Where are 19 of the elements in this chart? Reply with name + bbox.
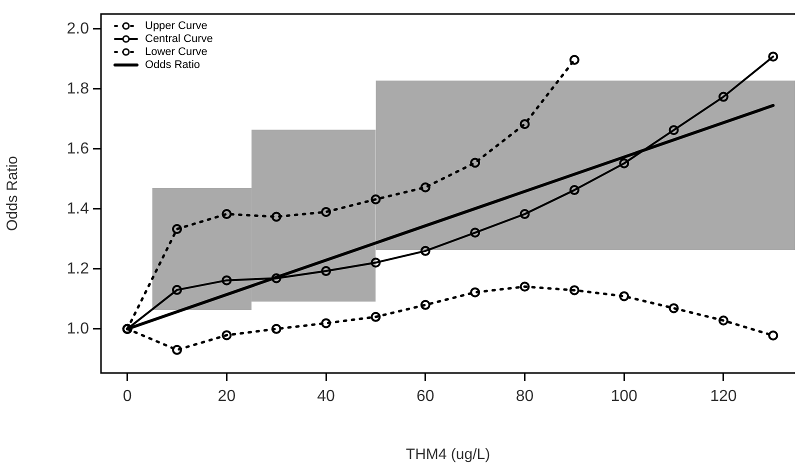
y-tick-label: 2.0	[66, 20, 90, 38]
x-tick-label: 60	[416, 388, 434, 406]
x-tick-label: 100	[610, 388, 638, 406]
legend-label: Odds Ratio	[145, 59, 200, 72]
x-tick-label: 40	[317, 388, 336, 406]
y-tick-label: 1.8	[66, 80, 90, 98]
y-tick-label: 1.4	[66, 200, 90, 218]
y-tick-label: 1.2	[66, 260, 90, 278]
y-tick-label: 1.0	[66, 320, 90, 338]
x-axis-title: THM4 (ug/L)	[406, 446, 490, 464]
x-tick-label: 0	[122, 388, 132, 406]
y-axis-title: Odds Ratio	[4, 156, 22, 232]
legend-label: Upper Curve	[145, 20, 208, 32]
x-tick-label: 80	[516, 388, 534, 406]
legend-label: Central Curve	[145, 33, 213, 46]
x-tick-label: 120	[710, 388, 737, 406]
legend-label: Lower Curve	[145, 46, 208, 58]
x-tick-label: 20	[218, 388, 236, 406]
y-tick-label: 1.6	[66, 140, 90, 158]
